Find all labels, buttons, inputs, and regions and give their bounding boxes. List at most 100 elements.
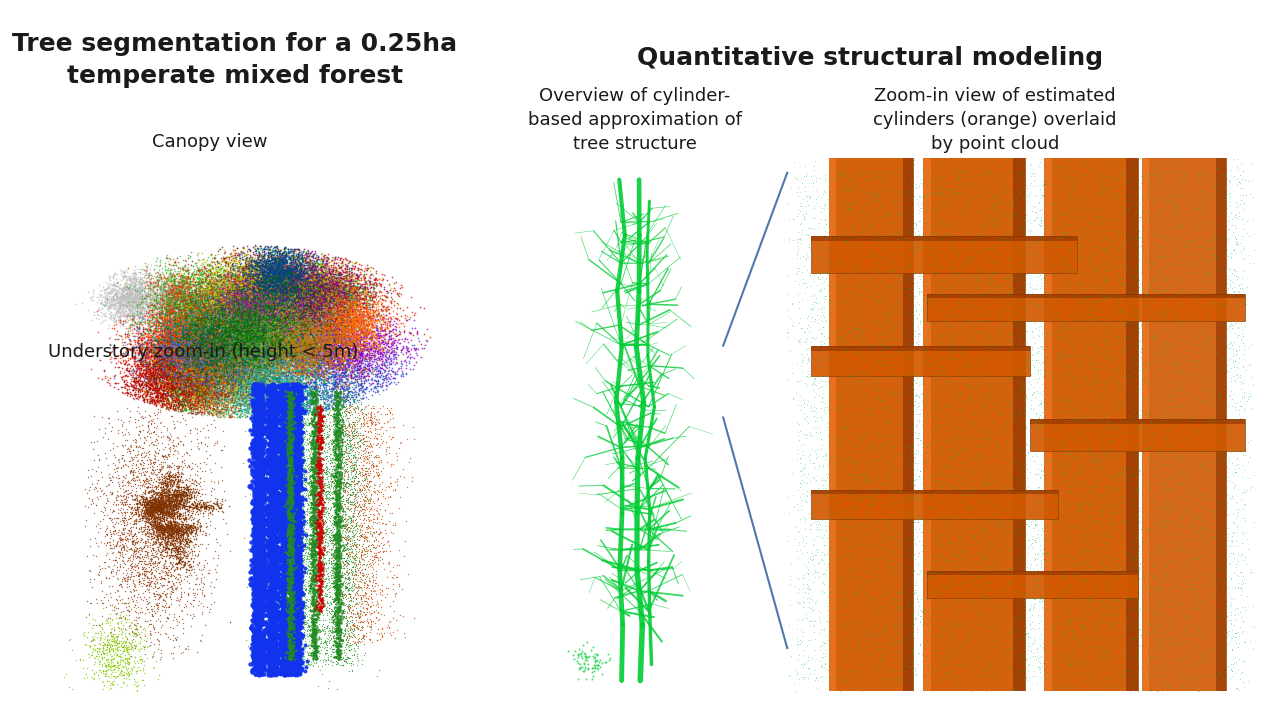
Point — [280, 640, 301, 652]
Point — [323, 278, 343, 289]
Point — [307, 261, 328, 272]
Point — [287, 357, 307, 369]
Point — [351, 289, 371, 301]
Point — [273, 292, 293, 303]
Point — [289, 531, 310, 542]
Point — [260, 639, 280, 651]
Point — [261, 271, 282, 282]
Point — [161, 325, 182, 337]
Point — [180, 364, 201, 376]
Point — [125, 292, 146, 304]
Point — [146, 497, 166, 508]
Point — [278, 518, 298, 530]
Point — [268, 400, 288, 412]
Point — [874, 184, 895, 195]
Point — [342, 568, 362, 580]
Point — [289, 279, 310, 290]
Point — [308, 452, 329, 464]
Point — [960, 588, 980, 599]
Point — [211, 353, 232, 364]
Point — [188, 372, 209, 383]
Point — [186, 348, 206, 360]
Point — [1183, 640, 1203, 652]
Point — [314, 332, 334, 343]
Point — [265, 293, 285, 305]
Point — [236, 325, 256, 336]
Point — [344, 436, 365, 447]
Point — [220, 343, 241, 355]
Point — [831, 340, 851, 351]
Point — [1111, 561, 1132, 572]
Point — [308, 618, 329, 630]
Point — [289, 250, 310, 261]
Point — [1160, 384, 1180, 395]
Point — [835, 238, 855, 249]
Point — [330, 332, 351, 343]
Point — [239, 330, 260, 342]
Point — [146, 361, 166, 372]
Point — [211, 342, 232, 354]
Point — [233, 308, 253, 320]
Point — [273, 328, 293, 340]
Point — [189, 339, 210, 351]
Point — [305, 379, 325, 390]
Point — [292, 280, 312, 292]
Point — [293, 279, 314, 291]
Point — [372, 312, 393, 323]
Point — [161, 504, 182, 516]
Point — [148, 500, 169, 511]
Point — [348, 490, 369, 502]
Point — [271, 596, 292, 608]
Point — [159, 321, 179, 333]
Point — [228, 335, 248, 346]
Point — [161, 531, 182, 542]
Point — [279, 289, 300, 300]
Point — [296, 351, 316, 362]
Point — [183, 583, 204, 595]
Point — [329, 571, 349, 582]
Point — [114, 472, 134, 484]
Point — [284, 522, 305, 534]
Point — [278, 491, 298, 503]
Point — [210, 296, 230, 307]
Point — [242, 373, 262, 384]
Point — [179, 320, 200, 331]
Point — [925, 456, 946, 467]
Point — [338, 368, 358, 379]
Point — [1020, 260, 1041, 271]
Point — [210, 334, 230, 346]
Point — [259, 508, 279, 520]
Point — [262, 509, 283, 521]
Point — [197, 359, 218, 371]
Point — [216, 310, 237, 322]
Point — [165, 498, 186, 510]
Point — [221, 356, 242, 368]
Point — [261, 634, 282, 645]
Point — [282, 269, 302, 281]
Point — [270, 637, 291, 649]
Point — [266, 313, 287, 325]
Point — [927, 304, 947, 315]
Point — [279, 422, 300, 433]
Point — [1199, 385, 1220, 397]
Point — [284, 453, 305, 464]
Point — [220, 298, 241, 310]
Point — [275, 548, 296, 559]
Point — [246, 255, 266, 266]
Point — [1162, 440, 1183, 451]
Point — [218, 326, 238, 338]
Point — [333, 304, 353, 315]
Point — [189, 404, 210, 415]
Point — [268, 356, 288, 368]
Point — [279, 382, 300, 394]
Point — [155, 392, 175, 403]
Point — [156, 305, 177, 316]
Point — [888, 346, 909, 358]
Point — [233, 305, 253, 317]
Point — [214, 393, 234, 405]
Point — [333, 296, 353, 307]
Point — [198, 339, 219, 351]
Point — [332, 307, 352, 318]
Point — [111, 300, 132, 311]
Point — [228, 391, 248, 402]
